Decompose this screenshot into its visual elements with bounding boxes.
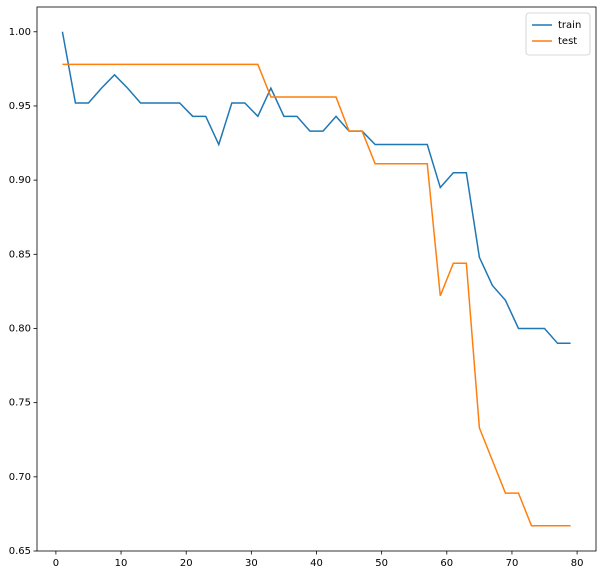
x-tick-label: 40 [310, 558, 323, 569]
y-tick-label: 0.70 [9, 472, 31, 483]
plot-frame [36, 6, 597, 552]
x-tick-label: 10 [115, 558, 128, 569]
line-series [62, 63, 571, 527]
y-tick-label: 0.90 [9, 175, 31, 186]
y-tick-label: 0.85 [9, 249, 31, 260]
legend-label: train [558, 20, 581, 31]
line-series [61, 31, 571, 345]
legend-label: test [558, 36, 577, 47]
legend-box [525, 12, 591, 56]
x-tick-label: 70 [506, 558, 519, 569]
x-tick-label: 30 [245, 558, 258, 569]
x-tick-label: 60 [440, 558, 453, 569]
x-tick-label: 80 [571, 558, 584, 569]
y-tick-label: 0.65 [9, 546, 31, 557]
x-tick-label: 20 [180, 558, 193, 569]
x-tick-label: 0 [53, 558, 59, 569]
y-tick-label: 0.80 [9, 323, 31, 334]
x-tick-label: 50 [375, 558, 388, 569]
y-tick-label: 0.75 [9, 398, 31, 409]
y-tick-label: 0.95 [9, 101, 31, 112]
y-tick-label: 1.00 [9, 27, 31, 38]
